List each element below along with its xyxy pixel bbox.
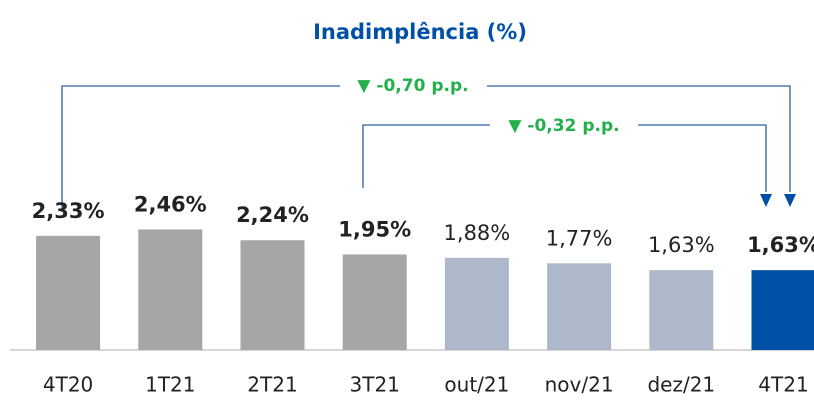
bar (751, 270, 814, 350)
annotation: ▼ -0,32 p.p. (508, 116, 619, 136)
value-label: 1,88% (444, 221, 511, 245)
value-label: 1,63% (747, 233, 814, 257)
value-label: 1,77% (546, 226, 613, 250)
arrow-head (760, 194, 772, 207)
bar (342, 254, 407, 350)
x-tick-label: 1T21 (145, 373, 195, 397)
bar (138, 229, 203, 350)
value-label: 1,63% (648, 233, 715, 257)
bar (240, 240, 305, 350)
bar (649, 270, 714, 350)
bar (547, 263, 612, 350)
bar (36, 235, 101, 350)
x-tick-label: 2T21 (247, 373, 297, 397)
bar (444, 257, 509, 350)
value-label: 2,24% (236, 203, 309, 227)
x-tick-label: dez/21 (647, 373, 715, 397)
value-label: 1,95% (338, 217, 411, 241)
x-tick-label: nov/21 (545, 373, 614, 397)
x-tick-label: 4T20 (43, 373, 93, 397)
x-tick-label: out/21 (444, 373, 509, 397)
bracket (362, 124, 767, 192)
arrow-head (784, 194, 796, 207)
value-label: 2,46% (134, 192, 207, 216)
annotation: ▼ -0,70 p.p. (357, 76, 468, 96)
x-tick-label: 3T21 (350, 373, 400, 397)
bracket (61, 85, 791, 212)
value-label: 2,33% (32, 199, 105, 223)
chart-title: Inadimplência (%) (313, 20, 527, 44)
x-tick-label: 4T21 (758, 373, 808, 397)
